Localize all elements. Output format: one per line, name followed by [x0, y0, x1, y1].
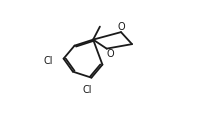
- Text: O: O: [107, 49, 114, 59]
- Text: Cl: Cl: [44, 56, 53, 66]
- Text: Cl: Cl: [82, 85, 92, 95]
- Text: O: O: [117, 22, 125, 32]
